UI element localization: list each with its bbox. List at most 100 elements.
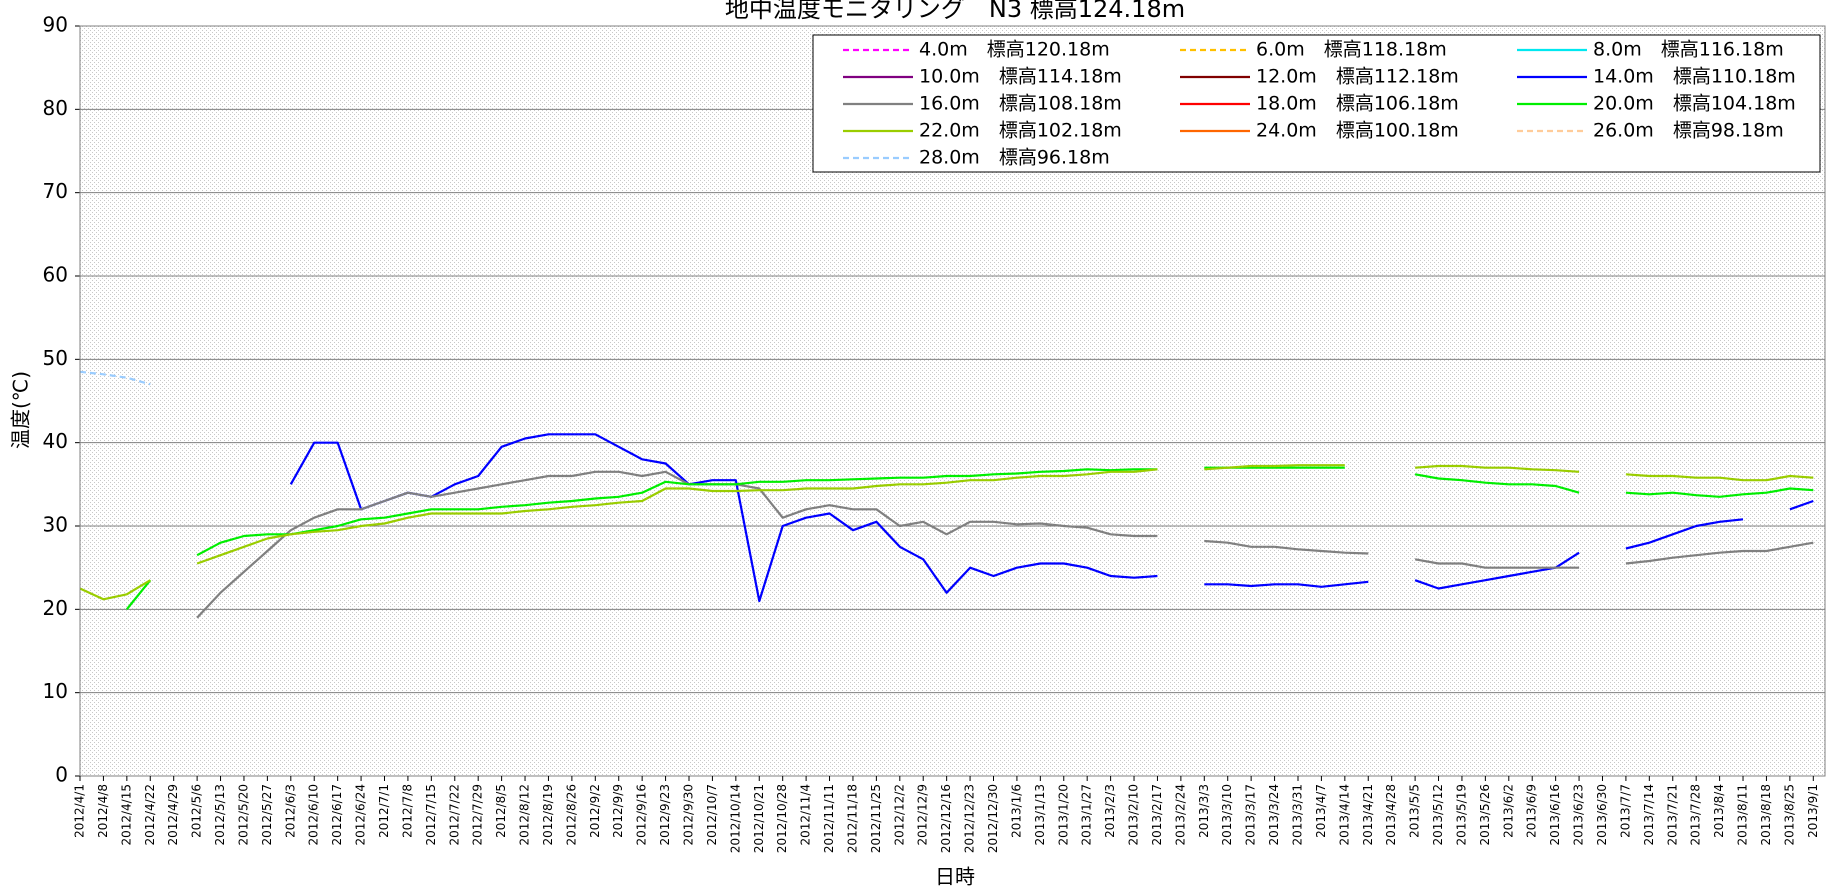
x-tick-label: 2012/10/28: [775, 784, 789, 853]
series-line: [196, 468, 1158, 557]
x-tick-label: 2013/4/21: [1361, 784, 1375, 846]
x-tick-label: 2012/11/11: [822, 784, 836, 853]
x-tick-label: 2012/12/23: [963, 784, 977, 853]
x-tick-label: 2012/5/20: [236, 784, 250, 846]
x-tick-label: 2013/8/4: [1712, 784, 1726, 838]
x-tick-label: 2012/8/19: [541, 784, 555, 846]
legend-label: 4.0m 標高120.18m: [919, 39, 1110, 61]
x-tick-label: 2012/7/1: [377, 784, 391, 838]
x-tick-label: 2013/4/14: [1337, 784, 1351, 846]
y-tick-label: 80: [43, 96, 68, 120]
x-tick-label: 2013/3/17: [1244, 784, 1258, 846]
x-tick-label: 2012/6/10: [307, 784, 321, 846]
x-tick-label: 2013/1/6: [1009, 784, 1023, 838]
legend-label: 22.0m 標高102.18m: [919, 120, 1122, 142]
legend-label: 20.0m 標高104.18m: [1593, 93, 1796, 115]
x-tick-label: 2012/6/17: [330, 784, 344, 846]
legend-label: 10.0m 標高114.18m: [919, 66, 1122, 88]
x-tick-label: 2013/1/20: [1056, 784, 1070, 846]
y-tick-label: 90: [43, 13, 68, 37]
legend-label: 6.0m 標高118.18m: [1256, 39, 1447, 61]
x-tick-label: 2013/7/7: [1618, 784, 1632, 838]
x-tick-label: 2012/5/13: [213, 784, 227, 846]
y-tick-label: 40: [43, 429, 68, 453]
x-tick-label: 2012/7/8: [400, 784, 414, 838]
x-tick-label: 2013/2/17: [1150, 784, 1164, 846]
series-line: [1789, 499, 1814, 511]
series-line: [1415, 464, 1580, 473]
series-line: [1414, 473, 1580, 494]
x-tick-label: 2012/8/26: [564, 784, 578, 846]
x-tick-label: 2013/5/5: [1408, 784, 1422, 838]
x-tick-label: 2013/5/12: [1431, 784, 1445, 846]
y-tick-label: 10: [43, 679, 68, 703]
x-tick-label: 2013/2/3: [1103, 784, 1117, 838]
x-tick-label: 2013/3/24: [1267, 784, 1281, 846]
series-line: [289, 433, 1158, 603]
legend-label: 8.0m 標高116.18m: [1593, 39, 1784, 61]
series-line: [125, 579, 152, 610]
x-tick-label: 2012/4/15: [119, 784, 133, 846]
x-tick-label: 2013/5/26: [1478, 784, 1492, 846]
x-tick-label: 2013/6/16: [1548, 784, 1562, 846]
x-tick-label: 2012/12/30: [986, 784, 1000, 853]
y-tick-label: 30: [43, 513, 68, 537]
x-tick-label: 2012/7/22: [447, 784, 461, 846]
x-tick-label: 2012/4/8: [96, 784, 110, 838]
x-tick-label: 2012/7/15: [424, 784, 438, 846]
x-tick-label: 2012/9/30: [681, 784, 695, 846]
x-tick-label: 2013/7/21: [1665, 784, 1679, 846]
x-tick-label: 2013/6/9: [1525, 784, 1539, 838]
x-tick-label: 2013/6/2: [1501, 784, 1515, 838]
x-tick-label: 2012/11/4: [799, 784, 813, 846]
plot-border: [79, 25, 1826, 777]
series-line: [1625, 541, 1814, 565]
x-tick-label: 2013/2/24: [1173, 784, 1187, 846]
legend-label: 16.0m 標高108.18m: [919, 93, 1122, 115]
x-tick-label: 2013/7/14: [1642, 784, 1656, 846]
x-tick-label: 2013/3/3: [1197, 784, 1211, 838]
x-tick-label: 2012/9/16: [635, 784, 649, 846]
series-line: [1204, 464, 1345, 471]
x-tick-label: 2012/9/23: [658, 784, 672, 846]
legend-label: 14.0m 標高110.18m: [1593, 66, 1796, 88]
x-tick-label: 2012/6/24: [354, 784, 368, 846]
series-line: [1625, 487, 1814, 498]
series-line: [1414, 558, 1580, 569]
x-tick-label: 2012/5/27: [260, 784, 274, 846]
x-tick-label: 2012/4/29: [166, 784, 180, 846]
x-tick-label: 2013/5/19: [1454, 784, 1468, 846]
x-tick-label: 2013/2/10: [1127, 784, 1141, 846]
x-tick-label: 2012/12/16: [939, 784, 953, 853]
series-line: [79, 370, 151, 386]
axes: 0 10 20 30 40 50 60 70 80 90 2012/4/1 2012/4/8 2012/…: [43, 13, 1826, 853]
x-tick-label: 2013/4/28: [1384, 784, 1398, 846]
legend-label: 24.0m 標高100.18m: [1256, 120, 1459, 142]
x-tick-label: 2013/6/30: [1595, 784, 1609, 846]
x-tick-label: 2012/5/6: [190, 784, 204, 838]
y-tick-label: 70: [43, 179, 68, 203]
series-line: [1204, 539, 1369, 555]
y-tick-label: 50: [43, 346, 68, 370]
series-line: [1625, 473, 1814, 482]
x-tick-label: 2013/3/10: [1220, 784, 1234, 846]
y-tick-label: 0: [55, 763, 68, 787]
x-tick-label: 2012/8/5: [494, 784, 508, 838]
x-tick-label: 2012/4/22: [143, 784, 157, 846]
chart-title: 地中温度モニタリング N3 標高124.18m: [725, 0, 1185, 23]
x-tick-label: 2012/9/9: [611, 784, 625, 838]
legend-label: 26.0m 標高98.18m: [1593, 120, 1784, 142]
x-tick-label: 2012/12/9: [916, 784, 930, 846]
x-tick-label: 2013/8/25: [1782, 784, 1796, 846]
y-tick-label: 60: [43, 263, 68, 287]
x-tick-label: 2013/7/28: [1689, 784, 1703, 846]
x-tick-label: 2013/8/11: [1736, 784, 1750, 846]
x-tick-label: 2013/9/1: [1806, 784, 1820, 838]
y-axis-label: 温度(℃): [9, 371, 33, 449]
lines: [79, 370, 1814, 619]
x-tick-label: 2012/8/12: [518, 784, 532, 846]
x-tick-label: 2013/3/31: [1290, 784, 1304, 846]
x-tick-label: 2012/12/2: [892, 784, 906, 846]
x-tick-label: 2013/4/7: [1314, 784, 1328, 838]
